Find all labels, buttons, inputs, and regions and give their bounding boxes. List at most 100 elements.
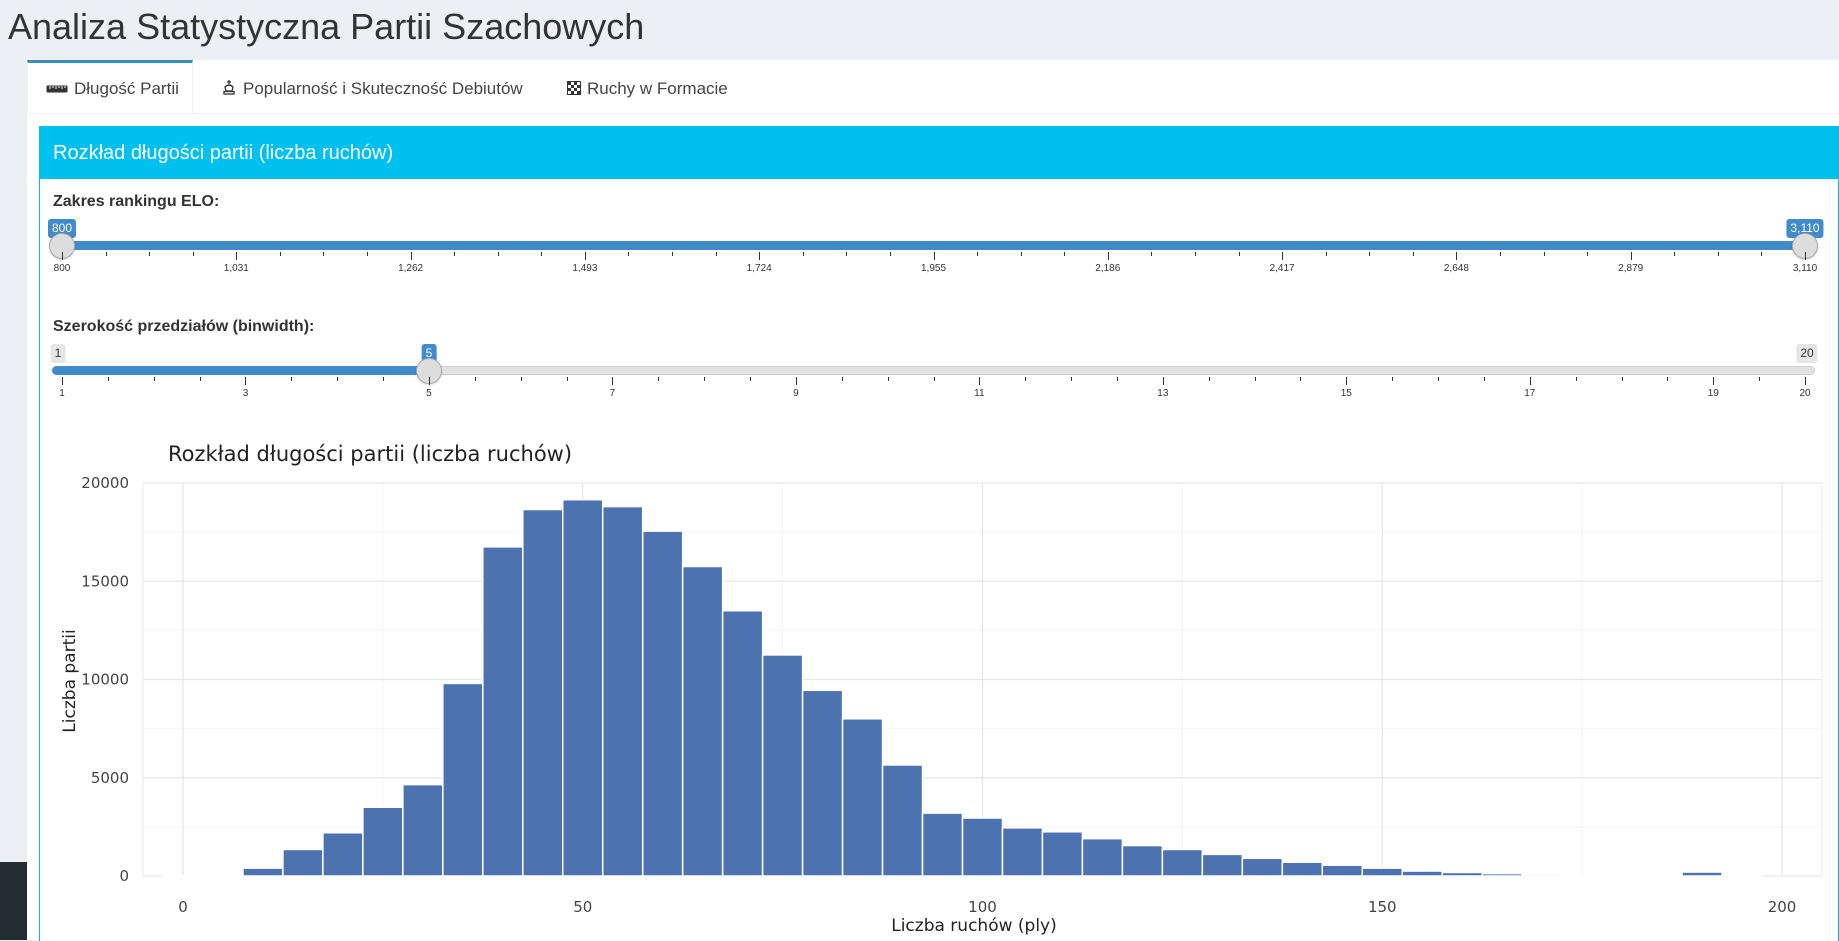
histogram-bar[interactable] xyxy=(683,567,723,876)
histogram-bar[interactable] xyxy=(1042,832,1082,876)
histogram-bar[interactable] xyxy=(883,765,923,876)
slider-tick-label: 9 xyxy=(793,388,799,399)
histogram-bar[interactable] xyxy=(603,507,643,876)
box-title: Rozkład długości partii (liczba ruchów) xyxy=(40,127,1838,179)
y-tick-label: 20000 xyxy=(81,474,129,492)
slider-major-tick xyxy=(979,377,980,385)
x-tick-label: 150 xyxy=(1368,898,1397,916)
slider-minor-tick xyxy=(1151,252,1152,256)
histogram-bar[interactable] xyxy=(763,655,803,876)
slider-major-tick xyxy=(759,252,760,260)
slider-major-tick xyxy=(1805,252,1806,260)
slider-minor-tick xyxy=(1587,252,1588,256)
histogram-bar[interactable] xyxy=(283,849,323,876)
slider-tick-label: 2,186 xyxy=(1095,263,1120,274)
slider-minor-tick xyxy=(1117,377,1118,381)
slider-major-tick xyxy=(429,377,430,385)
slider-minor-tick xyxy=(1622,377,1623,381)
histogram-bar[interactable] xyxy=(1562,875,1602,876)
tab-debiuty[interactable]: Popularność i Skuteczność Debiutów xyxy=(221,60,523,113)
slider-max-label: 20 xyxy=(1796,344,1817,363)
histogram-bar[interactable] xyxy=(1402,871,1442,876)
slider-minor-tick xyxy=(977,252,978,256)
tab-ruchy[interactable]: Ruchy w Formacie xyxy=(567,60,728,113)
slider-minor-tick xyxy=(803,252,804,256)
histogram-bar[interactable] xyxy=(963,818,1003,876)
slider-tick-label: 1,493 xyxy=(572,263,597,274)
histogram-bar[interactable] xyxy=(483,547,523,876)
slider-fill xyxy=(62,241,1805,250)
slider-minor-tick xyxy=(1195,252,1196,256)
slider-major-tick xyxy=(245,377,246,385)
histogram-bar[interactable] xyxy=(1122,846,1162,876)
histogram-bar[interactable] xyxy=(803,690,843,876)
slider-minor-tick xyxy=(521,377,522,381)
slider-minor-tick xyxy=(1544,252,1545,256)
histogram-bar[interactable] xyxy=(443,683,483,876)
histogram-bar[interactable] xyxy=(723,611,763,876)
slider-minor-tick xyxy=(280,252,281,256)
histogram-bar[interactable] xyxy=(523,510,563,876)
slider-fill xyxy=(52,366,429,375)
histogram-bar[interactable] xyxy=(1282,862,1322,876)
histogram-bar[interactable] xyxy=(1522,874,1562,876)
histogram-bar[interactable] xyxy=(1162,849,1202,876)
slider-major-tick xyxy=(62,377,63,385)
slider-tick-label: 5 xyxy=(426,388,432,399)
slider-tick-label: 13 xyxy=(1157,388,1168,399)
slider-tick-label: 2,879 xyxy=(1618,263,1643,274)
x-tick-label: 100 xyxy=(968,898,997,916)
histogram-bar[interactable] xyxy=(563,500,603,876)
tab-label: Popularność i Skuteczność Debiutów xyxy=(243,79,523,98)
slider-minor-tick xyxy=(1759,377,1760,381)
slider-major-tick xyxy=(1346,377,1347,385)
x-tick-label: 200 xyxy=(1768,898,1797,916)
slider-minor-tick xyxy=(149,252,150,256)
slider-minor-tick xyxy=(200,377,201,381)
histogram-bar[interactable] xyxy=(1362,868,1402,876)
tab-dlugosc-partii[interactable]: Długość Partii xyxy=(27,60,193,113)
y-tick-label: 0 xyxy=(119,867,129,885)
slider-minor-tick xyxy=(1484,377,1485,381)
slider-tick-label: 1 xyxy=(59,388,65,399)
slider-minor-tick xyxy=(628,252,629,256)
histogram-bar[interactable] xyxy=(843,719,883,876)
histogram-bar[interactable] xyxy=(643,531,683,876)
histogram-bar[interactable] xyxy=(1442,872,1482,876)
histogram-bar[interactable] xyxy=(363,807,403,876)
histogram-bar[interactable] xyxy=(1322,865,1362,876)
slider-major-tick xyxy=(585,252,586,260)
histogram-bar[interactable] xyxy=(923,813,963,876)
slider-minor-tick xyxy=(454,252,455,256)
histogram-chart[interactable]: Rozkład długości partii (liczba ruchów) … xyxy=(52,437,1838,941)
slider-tick-label: 2,648 xyxy=(1444,263,1469,274)
slider-minor-tick xyxy=(1021,252,1022,256)
slider-minor-tick xyxy=(1255,377,1256,381)
slider-major-tick xyxy=(796,377,797,385)
histogram-bar[interactable] xyxy=(1002,828,1042,876)
slider-minor-tick xyxy=(716,252,717,256)
histogram-bar[interactable] xyxy=(323,833,363,876)
slider-minor-tick xyxy=(1500,252,1501,256)
histogram-bar[interactable] xyxy=(1682,872,1722,876)
slider-minor-tick xyxy=(193,252,194,256)
slider-tick-label: 2,417 xyxy=(1270,263,1295,274)
histogram-bar[interactable] xyxy=(243,868,283,876)
histogram-bar[interactable] xyxy=(403,785,443,876)
sidebar-stub xyxy=(0,862,27,940)
slider-tick-label: 7 xyxy=(610,388,616,399)
slider-minor-tick xyxy=(475,377,476,381)
histogram-bar[interactable] xyxy=(203,875,243,876)
histogram-bar[interactable] xyxy=(1082,839,1122,876)
slider-minor-tick xyxy=(1674,252,1675,256)
histogram-bar[interactable] xyxy=(1242,858,1282,876)
y-tick-label: 10000 xyxy=(81,671,129,689)
slider-minor-tick xyxy=(1761,252,1762,256)
histogram-bar[interactable] xyxy=(1202,854,1242,876)
slider-major-tick xyxy=(1108,252,1109,260)
histogram-bar[interactable] xyxy=(1482,874,1522,876)
slider-major-tick xyxy=(1805,377,1806,385)
slider-minor-tick xyxy=(1667,377,1668,381)
